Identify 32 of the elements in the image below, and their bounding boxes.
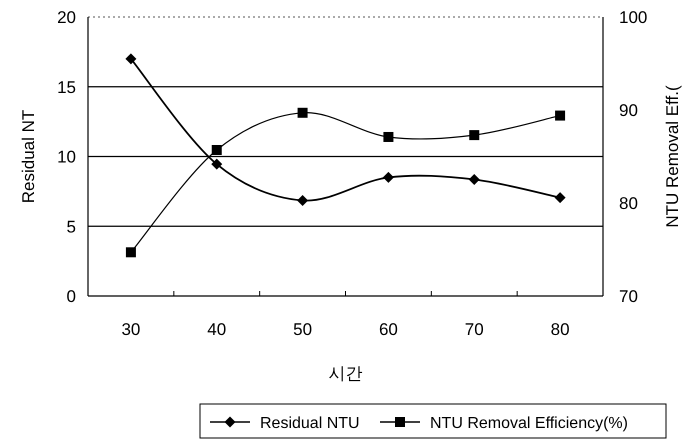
legend-label: Residual NTU xyxy=(260,415,360,432)
point xyxy=(125,53,136,64)
y-tick-label: 20 xyxy=(57,8,76,27)
point xyxy=(468,174,480,186)
y-tick-label: 10 xyxy=(57,148,76,166)
point xyxy=(212,144,222,155)
point xyxy=(297,194,308,206)
y2-tick-label: 70 xyxy=(619,287,638,306)
point xyxy=(382,172,394,183)
x-tick-label: 60 xyxy=(378,320,398,339)
x-tick-label: 40 xyxy=(207,320,226,339)
y-tick-label: 15 xyxy=(57,78,76,97)
y2-tick-label: 80 xyxy=(619,194,638,213)
point xyxy=(126,247,136,258)
x-tick-label: 30 xyxy=(121,320,140,339)
y2-tick-label: 100 xyxy=(619,8,648,27)
y2-tick-label: 90 xyxy=(619,101,638,120)
point xyxy=(383,132,394,142)
point xyxy=(554,192,566,204)
x-axis-title: 시간 xyxy=(328,364,362,383)
y-tick-label: 0 xyxy=(66,287,76,306)
point xyxy=(555,110,566,121)
point xyxy=(298,108,308,118)
x-tick-label: 80 xyxy=(550,320,570,339)
point xyxy=(211,158,222,170)
x-tick-label: 70 xyxy=(464,320,484,339)
y-tick-label: 5 xyxy=(66,217,76,236)
legend-label: NTU Removal Efficiency(%) xyxy=(430,415,628,432)
x-tick-label: 50 xyxy=(293,320,312,339)
y2-axis-title: NTU Removal Eff.( xyxy=(663,85,682,228)
y-axis-title: Residual NT xyxy=(19,110,38,204)
point xyxy=(469,130,480,140)
